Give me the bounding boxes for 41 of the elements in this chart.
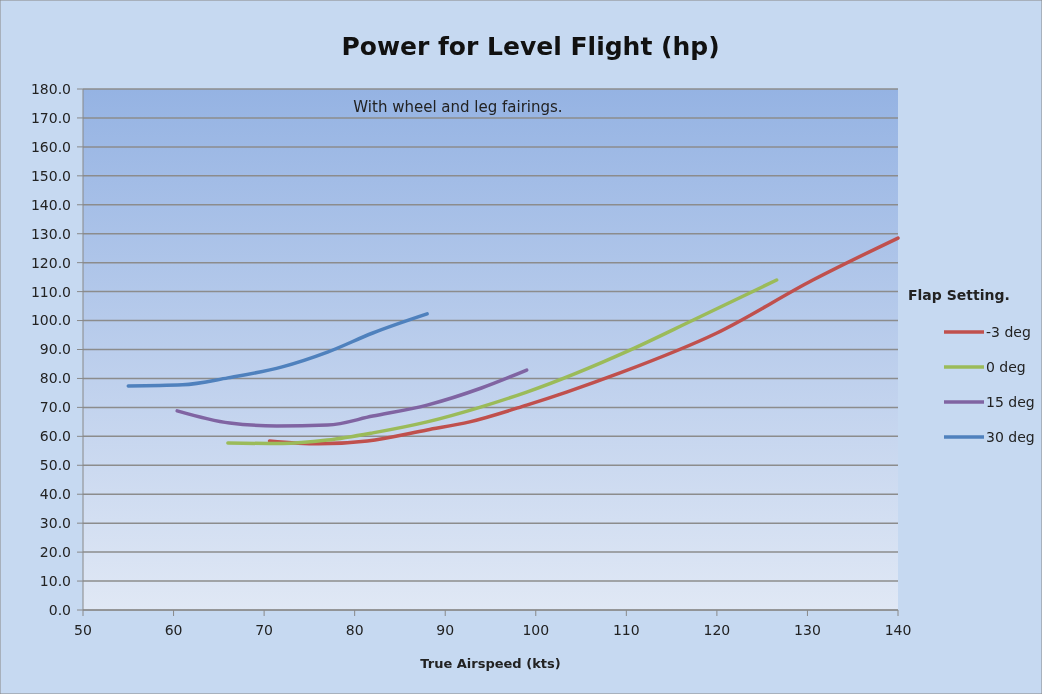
y-tick-label: 10.0: [39, 572, 71, 589]
line-series: [126, 312, 429, 388]
y-tick-label: 150.0: [30, 167, 71, 184]
legend-title: Flap Setting.: [908, 287, 1010, 303]
legend-label: 30 deg: [986, 428, 1035, 445]
y-tick-label: 90.0: [39, 341, 71, 358]
y-tick-label: 20.0: [39, 544, 71, 561]
x-tick-label: 60: [164, 622, 183, 638]
y-tick-label: 110.0: [30, 283, 71, 300]
x-tick-label: 130: [794, 622, 821, 638]
y-tick-label: 180.0: [30, 80, 71, 97]
legend-label: 15 deg: [986, 393, 1035, 410]
x-tick-label: 100: [522, 622, 550, 638]
chart-title: Power for Level Flight (hp): [341, 32, 720, 61]
y-tick-label: 40.0: [39, 486, 71, 503]
x-tick-label: 70: [255, 622, 274, 638]
x-tick-label: 110: [612, 622, 640, 638]
y-tick-label: 60.0: [39, 428, 71, 445]
y-tick-label: 80.0: [39, 370, 71, 387]
x-tick-label: 120: [703, 622, 731, 638]
y-tick-label: 30.0: [39, 515, 71, 532]
y-tick-label: 100.0: [30, 312, 71, 329]
legend-label: -3 deg: [986, 323, 1031, 340]
y-tick-label: 70.0: [39, 399, 71, 416]
x-axis-title: True Airspeed (kts): [420, 656, 561, 671]
y-tick-label: 120.0: [30, 254, 71, 271]
x-tick-label: 80: [345, 622, 364, 638]
y-tick-label: 50.0: [39, 457, 71, 474]
line-series: [175, 368, 529, 428]
y-tick-label: 0.0: [48, 601, 71, 618]
x-tick-label: 90: [436, 622, 455, 638]
line-series: [226, 278, 779, 446]
y-tick-label: 170.0: [30, 109, 71, 126]
annotation: With wheel and leg fairings.: [353, 98, 563, 116]
y-tick-label: 140.0: [30, 196, 71, 213]
legend-label: 0 deg: [986, 358, 1026, 375]
y-tick-label: 130.0: [30, 225, 71, 242]
line-series: [267, 236, 900, 446]
y-tick-label: 160.0: [30, 138, 71, 155]
x-tick-label: 140: [884, 622, 912, 638]
x-tick-label: 50: [74, 622, 92, 638]
